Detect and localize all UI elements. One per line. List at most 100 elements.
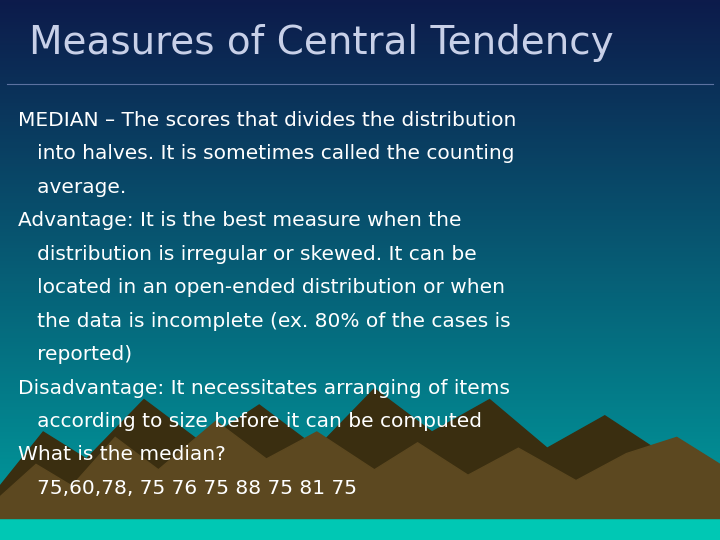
Bar — [0, 22, 720, 23]
Bar — [0, 383, 720, 385]
Bar — [0, 0, 720, 2]
Bar — [0, 329, 720, 331]
Bar — [0, 319, 720, 320]
Bar — [0, 243, 720, 245]
Bar — [0, 61, 720, 63]
Bar — [0, 517, 720, 518]
Bar — [0, 93, 720, 96]
Bar — [0, 77, 720, 79]
Bar — [0, 353, 720, 355]
Text: 75,60,78, 75 76 75 88 75 81 75: 75,60,78, 75 76 75 88 75 81 75 — [18, 479, 357, 498]
Bar — [0, 351, 720, 353]
Bar — [0, 470, 720, 471]
Bar — [0, 484, 720, 486]
Bar — [0, 382, 720, 383]
Bar — [0, 268, 720, 270]
Bar — [0, 475, 720, 477]
Bar — [0, 335, 720, 336]
Bar — [0, 400, 720, 401]
Bar — [0, 7, 720, 9]
Bar — [0, 412, 720, 414]
Bar — [0, 39, 720, 42]
Bar — [0, 239, 720, 241]
Bar — [0, 167, 720, 169]
Bar — [0, 47, 720, 49]
Bar — [0, 371, 720, 373]
Bar — [0, 299, 720, 301]
Bar — [0, 218, 720, 220]
Bar — [0, 427, 720, 428]
Bar — [0, 520, 720, 522]
Bar — [0, 277, 720, 279]
Bar — [0, 113, 720, 115]
Bar — [0, 486, 720, 488]
Bar — [0, 529, 720, 531]
Bar — [0, 11, 720, 12]
Bar — [0, 221, 720, 223]
Bar — [0, 344, 720, 346]
Bar — [0, 425, 720, 427]
Bar — [0, 130, 720, 131]
Bar — [0, 410, 720, 412]
Bar — [0, 196, 720, 198]
Bar — [0, 31, 720, 32]
Bar — [0, 12, 720, 15]
Bar — [0, 401, 720, 403]
Bar — [0, 101, 720, 103]
Bar — [0, 189, 720, 191]
Bar — [0, 207, 720, 209]
Bar — [0, 331, 720, 333]
Bar — [0, 58, 720, 59]
Bar — [0, 403, 720, 405]
Bar — [0, 525, 720, 528]
Bar — [0, 490, 720, 491]
Bar — [0, 119, 720, 120]
Text: the data is incomplete (ex. 80% of the cases is: the data is incomplete (ex. 80% of the c… — [18, 312, 510, 330]
Text: according to size before it can be computed: according to size before it can be compu… — [18, 412, 482, 431]
Bar — [0, 32, 720, 34]
Bar — [0, 288, 720, 290]
Bar — [0, 447, 720, 448]
Bar — [0, 466, 720, 468]
Bar — [0, 220, 720, 221]
Bar — [0, 293, 720, 295]
Bar — [0, 2, 720, 4]
Bar — [0, 86, 720, 88]
Bar — [0, 450, 720, 452]
Bar — [0, 387, 720, 389]
Bar — [0, 439, 720, 441]
Bar — [0, 54, 720, 56]
Bar — [0, 74, 720, 76]
Bar — [0, 83, 720, 85]
Bar — [0, 522, 720, 524]
Bar — [0, 45, 720, 47]
Bar — [0, 326, 720, 328]
Bar — [0, 117, 720, 119]
Text: Advantage: It is the best measure when the: Advantage: It is the best measure when t… — [18, 211, 462, 230]
Bar — [0, 339, 720, 340]
Bar — [0, 497, 720, 540]
Bar — [0, 474, 720, 475]
Bar — [0, 56, 720, 58]
Bar — [0, 428, 720, 430]
Bar — [0, 212, 720, 214]
Bar — [0, 349, 720, 351]
Bar — [0, 200, 720, 201]
Bar — [0, 128, 720, 130]
Bar — [0, 509, 720, 511]
Bar — [0, 49, 720, 50]
Bar — [0, 72, 720, 74]
Bar — [0, 59, 720, 61]
Bar — [0, 336, 720, 339]
Bar — [0, 301, 720, 302]
Bar — [0, 106, 720, 108]
Bar — [0, 247, 720, 248]
Bar — [0, 272, 720, 274]
Bar — [0, 515, 720, 517]
Bar — [0, 201, 720, 204]
Bar — [0, 99, 720, 101]
Bar — [0, 164, 720, 166]
Bar — [0, 266, 720, 268]
Bar — [0, 455, 720, 457]
Bar — [0, 518, 720, 520]
